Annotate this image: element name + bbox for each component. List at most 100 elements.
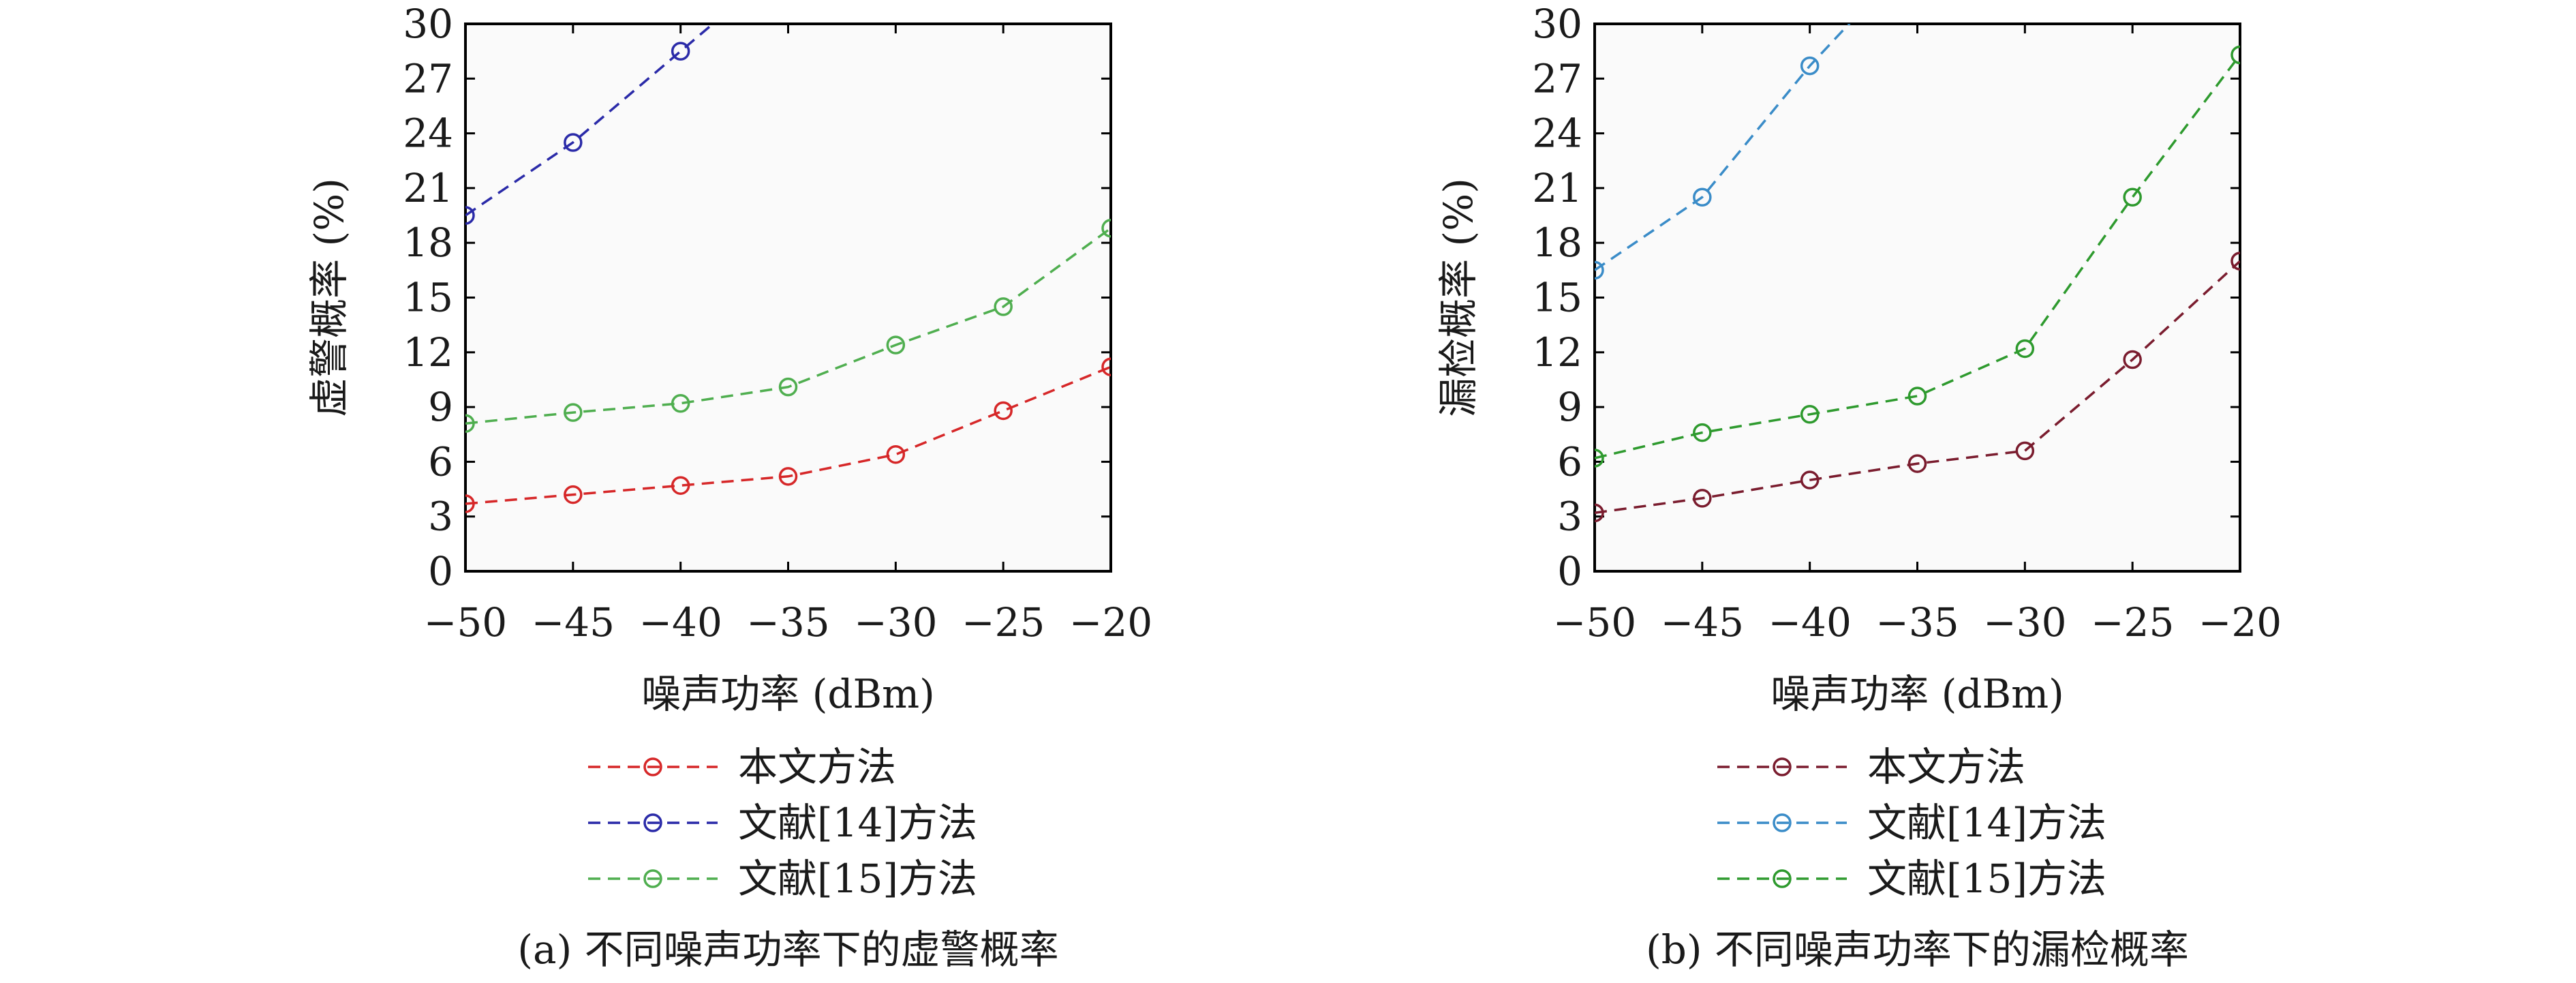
chart-panel-0: 0 3 6 9 12 15 18 21 24 27 30 −50 −45 −40 −35 −30 −25 −20 噪… <box>306 1 1152 973</box>
data-point <box>465 494 475 513</box>
legend-label-1: 文献[14]方法 <box>738 800 977 846</box>
data-point <box>1907 387 1927 406</box>
data-point <box>564 403 583 422</box>
data-point <box>778 467 798 486</box>
y-tick-label: 18 <box>1532 220 1582 266</box>
x-tick-label: −40 <box>639 599 722 646</box>
y-tick-label: 24 <box>1532 110 1582 157</box>
y-tick-label: 0 <box>428 548 453 594</box>
data-point <box>886 444 906 464</box>
y-tick-label: 15 <box>1532 275 1582 321</box>
data-point <box>1693 423 1712 442</box>
plot-series-group <box>1595 24 2240 523</box>
data-point <box>1800 470 1820 489</box>
y-axis-label: 漏检概率 (%) <box>1435 178 1482 417</box>
x-tick-label: −50 <box>424 599 507 646</box>
legend-label-0: 本文方法 <box>1867 744 2025 790</box>
series-line-2 <box>1595 54 2240 459</box>
data-point <box>564 485 583 504</box>
x-tick-label: −35 <box>746 599 829 646</box>
y-tick-label: 3 <box>1557 494 1582 540</box>
legend-marker-0 <box>1773 757 1792 776</box>
y-tick-label: 30 <box>403 1 453 47</box>
x-axis-label: 噪声功率 (dBm) <box>641 671 934 717</box>
data-point <box>2230 252 2240 271</box>
x-axis-label: 噪声功率 (dBm) <box>1770 671 2064 717</box>
y-tick-label: 24 <box>403 110 453 157</box>
data-point <box>1800 405 1820 424</box>
legend-marker-2 <box>643 869 662 888</box>
x-tick-label: −25 <box>962 599 1045 646</box>
y-tick-label: 6 <box>1557 438 1582 485</box>
y-tick-label: 9 <box>428 384 453 430</box>
x-tick-label: −45 <box>1661 599 1744 646</box>
data-point <box>564 133 583 152</box>
chart-panel-1: 0 3 6 9 12 15 18 21 24 27 30 −50 −45 −40 −35 −30 −25 −20 噪… <box>1435 1 2282 973</box>
legend-label-0: 本文方法 <box>738 744 896 790</box>
x-tick-label: −25 <box>2091 599 2174 646</box>
data-point <box>1693 489 1712 508</box>
series-line-1 <box>465 24 715 217</box>
legend-label-2: 文献[15]方法 <box>738 856 977 902</box>
data-point <box>994 297 1013 316</box>
x-tick-label: −20 <box>2198 599 2282 646</box>
y-tick-label: 30 <box>1532 1 1582 47</box>
legend-marker-2 <box>1773 869 1792 888</box>
legend-marker-1 <box>1773 813 1792 832</box>
data-point <box>671 476 690 495</box>
data-point <box>1800 56 1820 76</box>
legend-label-1: 文献[14]方法 <box>1867 800 2106 846</box>
legend-label-2: 文献[15]方法 <box>1867 856 2106 902</box>
legend-marker-1 <box>643 813 662 832</box>
data-point <box>2123 187 2142 207</box>
x-tick-label: −30 <box>854 599 937 646</box>
y-tick-label: 18 <box>403 220 453 266</box>
x-tick-label: −30 <box>1983 599 2066 646</box>
data-point <box>671 42 690 61</box>
data-point <box>2123 350 2142 369</box>
data-point <box>1595 503 1604 523</box>
data-point <box>886 335 906 354</box>
y-tick-label: 27 <box>1532 55 1582 102</box>
data-point <box>994 401 1013 421</box>
x-tick-label: −50 <box>1553 599 1636 646</box>
x-tick-label: −35 <box>1875 599 1959 646</box>
series-line-1 <box>1595 24 1851 271</box>
plot-area <box>1595 24 2240 571</box>
plot-area <box>465 24 1111 571</box>
data-point <box>2015 339 2035 359</box>
data-point <box>671 393 690 413</box>
panel-caption: (a) 不同噪声功率下的虚警概率 <box>517 926 1058 973</box>
y-tick-label: 12 <box>403 329 453 376</box>
legend-marker-0 <box>643 757 662 776</box>
plot-frame <box>464 22 1112 573</box>
data-point <box>2015 441 2035 461</box>
y-tick-label: 0 <box>1557 548 1582 594</box>
data-point <box>1101 357 1111 376</box>
y-tick-label: 21 <box>403 165 453 211</box>
panel-caption: (b) 不同噪声功率下的漏检概率 <box>1646 926 2189 973</box>
x-tick-label: −40 <box>1768 599 1851 646</box>
data-point <box>1693 187 1712 207</box>
data-point <box>2230 45 2240 65</box>
y-tick-label: 9 <box>1557 384 1582 430</box>
data-point <box>1595 449 1604 468</box>
y-tick-label: 12 <box>1532 329 1582 376</box>
data-point <box>465 414 475 433</box>
series-line-2 <box>465 227 1111 425</box>
data-point <box>778 377 798 397</box>
x-tick-label: −45 <box>532 599 615 646</box>
data-point <box>465 206 475 225</box>
data-point <box>1907 454 1927 473</box>
y-tick-label: 15 <box>403 275 453 321</box>
data-point <box>1101 219 1111 238</box>
y-axis-label: 虚警概率 (%) <box>306 178 352 417</box>
plot-frame <box>1593 22 2241 573</box>
y-tick-label: 3 <box>428 494 453 540</box>
x-tick-label: −20 <box>1069 599 1152 646</box>
plot-series-group <box>465 24 1111 513</box>
series-line-0 <box>465 365 1111 505</box>
y-tick-label: 21 <box>1532 165 1582 211</box>
y-tick-label: 27 <box>403 55 453 102</box>
